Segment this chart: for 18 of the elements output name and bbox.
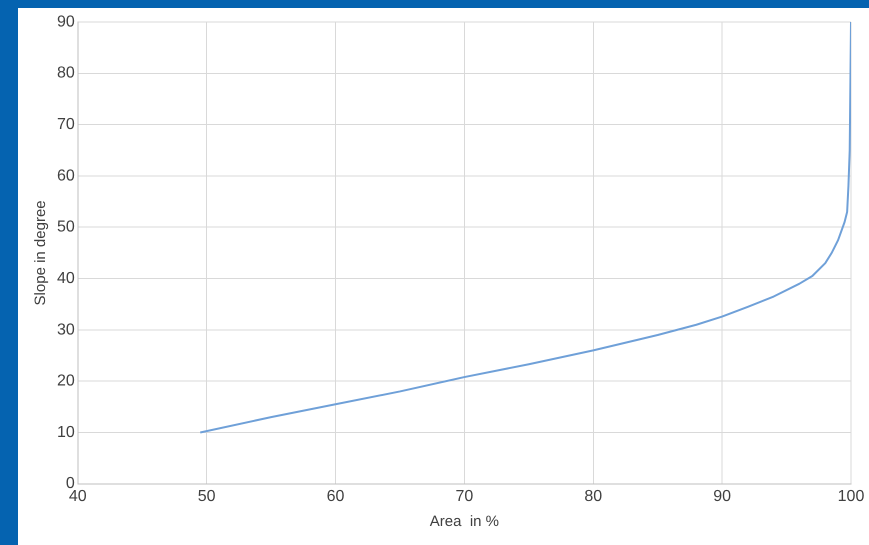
x-tick-label: 60 <box>326 488 345 505</box>
y-tick-label: 70 <box>57 116 75 134</box>
x-tick-label: 80 <box>584 488 602 505</box>
y-axis-title: Slope in degree <box>32 200 50 306</box>
y-tick-label: 30 <box>57 321 75 338</box>
y-tick-label: 60 <box>57 167 75 184</box>
x-tick-label: 40 <box>68 488 87 505</box>
y-tick-label: 10 <box>57 424 75 441</box>
x-axis-title: Area in % <box>430 513 499 530</box>
x-tick-label: 100 <box>838 488 864 505</box>
y-tick-label: 50 <box>57 218 75 236</box>
x-tick-label: 90 <box>713 488 732 505</box>
y-tick-label: 80 <box>57 64 75 82</box>
y-tick-label: 40 <box>57 270 75 287</box>
y-tick-label: 90 <box>57 13 75 30</box>
y-tick-label: 20 <box>57 372 75 390</box>
x-tick-label: 50 <box>198 488 216 505</box>
x-tick-label: 70 <box>456 488 474 505</box>
